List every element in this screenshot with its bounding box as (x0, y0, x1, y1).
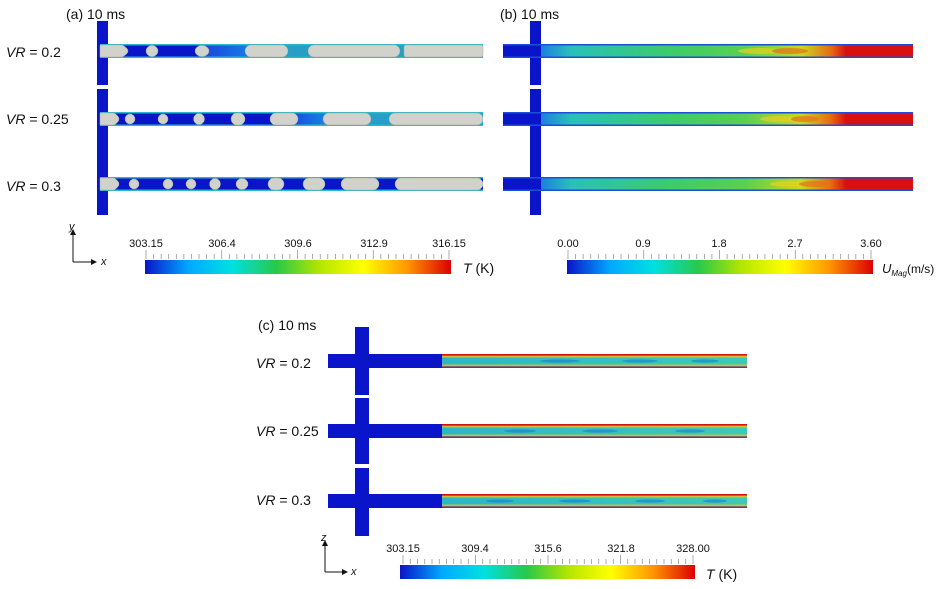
panel-b-tick-1: 0.9 (635, 238, 650, 250)
panel-c-colorbar: 303.15 309.4 315.6 321.8 328.00 T (K) (386, 543, 737, 582)
panel-c-colorbar-unit: T (K) (706, 566, 737, 582)
panel-a-tick-3: 312.9 (360, 238, 388, 250)
panel-c-tick-1: 309.4 (461, 543, 489, 555)
panel-b-colorbar-bar (567, 260, 873, 274)
panel-b-colorbar-minor-ticks (567, 250, 872, 259)
panel-a-tick-4: 316.15 (432, 238, 466, 250)
panel-c-row-label-1: VR = 0.2 (256, 355, 311, 371)
panel-a-tick-1: 306.4 (208, 238, 236, 250)
panel-b-colorbar-unit: UMag(m/s) (882, 261, 934, 278)
panel-a-colorbar-bar (145, 260, 451, 274)
panel-a-colorbar-unit: T (K) (463, 260, 494, 276)
panel-c-axes-indicator: z x (320, 532, 357, 578)
panel-a-channel-row-1 (97, 21, 484, 85)
panel-a-tick-2: 309.6 (284, 238, 312, 250)
panel-c-colorbar-bar (400, 565, 695, 579)
panel-a-row-label-2: VR = 0.25 (6, 111, 69, 127)
panel-b-channel-row-1 (503, 21, 913, 85)
panel-c-axis-x: x (350, 566, 357, 578)
panel-a-colorbar-minor-ticks (145, 250, 450, 259)
panel-c: (c) 10 ms VR = 0.2 VR = 0.25 VR = 0.3 (256, 317, 747, 582)
panel-c-tick-2: 315.6 (534, 543, 562, 555)
panel-b-tick-3: 2.7 (787, 238, 802, 250)
panel-a-colorbar: 303.15 306.4 309.6 312.9 316.15 T (K) (129, 238, 494, 276)
panel-c-channel-row-2 (328, 398, 747, 464)
panel-c-tick-0: 303.15 (386, 543, 420, 555)
panel-b-title: (b) 10 ms (500, 6, 559, 22)
panel-a-row-label-1: VR = 0.2 (6, 44, 61, 60)
panel-b-tick-0: 0.00 (557, 238, 578, 250)
panel-b-channel-row-2 (503, 89, 913, 153)
panel-a-axis-y: y (68, 221, 76, 233)
panel-a-channel-row-2 (97, 89, 484, 153)
panel-c-row-label-2: VR = 0.25 (256, 423, 319, 439)
panel-c-title: (c) 10 ms (258, 317, 316, 333)
panel-a-tick-0: 303.15 (129, 238, 163, 250)
panel-a: (a) 10 ms VR = 0.2 VR = 0.25 VR = 0.3 (6, 6, 494, 276)
panel-b: (b) 10 ms (500, 6, 934, 278)
panel-a-channel-row-3 (97, 152, 484, 215)
droplets-a-3 (99, 177, 484, 191)
panel-b-tick-4: 3.60 (860, 238, 881, 250)
panel-c-axis-z: z (320, 532, 327, 544)
droplets-a-1 (99, 44, 484, 58)
panel-c-colorbar-minor-ticks (402, 555, 694, 564)
panel-a-axes-indicator: y x (68, 221, 107, 268)
panel-b-channel-row-3 (503, 152, 913, 215)
panel-a-title: (a) 10 ms (66, 6, 125, 22)
panel-a-row-label-3: VR = 0.3 (6, 178, 61, 194)
panel-c-tick-4: 328.00 (676, 543, 710, 555)
panel-b-colorbar: 0.00 0.9 1.8 2.7 3.60 UMag(m/s) (557, 238, 934, 278)
panel-a-axis-x: x (100, 256, 107, 268)
panel-c-row-label-3: VR = 0.3 (256, 492, 311, 508)
droplets-a-2 (99, 112, 484, 126)
panel-c-tick-3: 321.8 (607, 543, 635, 555)
panel-c-channel-row-3 (328, 468, 747, 536)
panel-b-tick-2: 1.8 (711, 238, 726, 250)
panel-c-channel-row-1 (328, 327, 747, 395)
